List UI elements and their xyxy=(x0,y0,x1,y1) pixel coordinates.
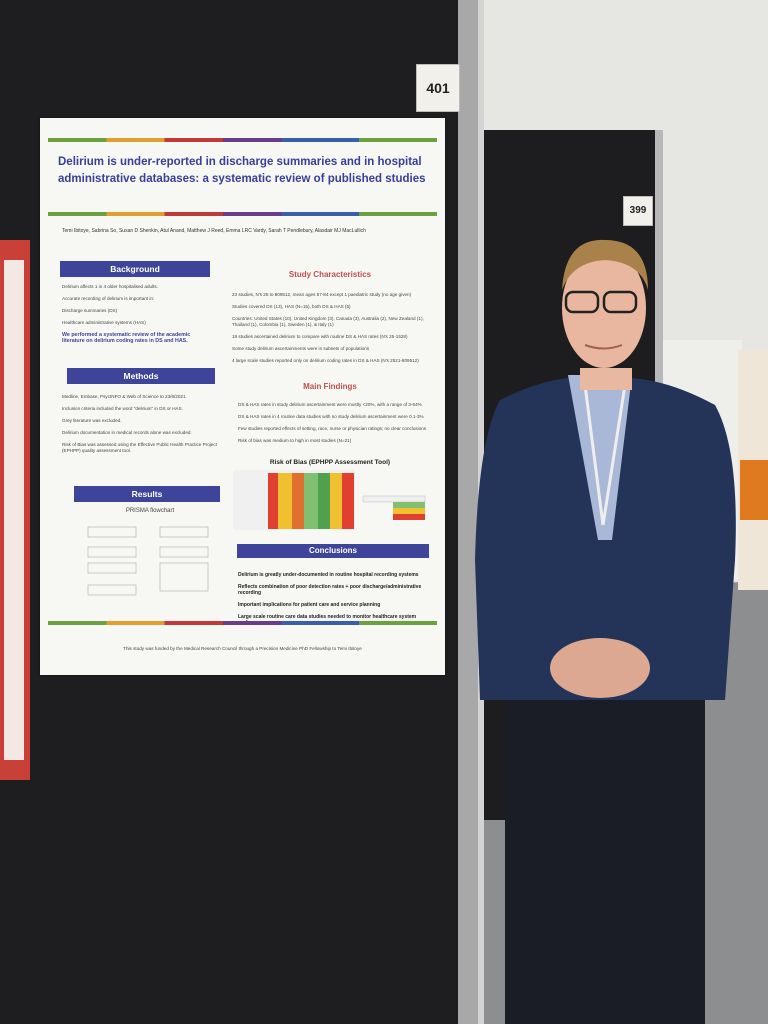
glasses xyxy=(602,290,638,314)
text: 4 large scale studies reported only on d… xyxy=(232,358,419,363)
section-text: Medline, Embase, PsycINFO & Web of Scien… xyxy=(62,394,217,460)
text: Healthcare administrative systems (HAS) xyxy=(62,320,146,325)
text: Few studies reported effects of setting,… xyxy=(238,426,427,431)
section-text: DS & HAS rates in study delirium ascerta… xyxy=(238,402,438,450)
section-heading: Methods xyxy=(67,368,215,384)
text: Delirium is greatly under-documented in … xyxy=(238,572,419,578)
stripe xyxy=(48,212,437,216)
text: Reflects combination of poor detection r… xyxy=(238,584,422,596)
section-heading: Study Characteristics xyxy=(288,270,372,279)
text: Grey literature was excluded. xyxy=(62,418,122,423)
glasses xyxy=(564,290,600,314)
board-number: 399 xyxy=(623,196,653,226)
section-heading: Background xyxy=(60,261,210,277)
text: 23 studies, N's 25 to 809512, mean ages … xyxy=(232,292,412,297)
text: Some study delirium ascertainments were … xyxy=(232,346,370,351)
section-text: Delirium affects 1 in 4 older hospitalis… xyxy=(62,284,212,350)
board-number: 401 xyxy=(416,64,460,112)
text: Risk of Bias was assessed using the Effe… xyxy=(62,442,217,453)
section-heading: Main Findings xyxy=(303,382,357,391)
section-heading: Results xyxy=(74,486,220,502)
text: 19 studies ascertained delirium to compa… xyxy=(232,334,408,339)
hands xyxy=(550,638,650,698)
section-heading: Conclusions xyxy=(237,544,429,558)
text: Important implications for patient care … xyxy=(238,602,381,608)
pole xyxy=(458,0,480,1024)
text: Studies covered DS (13), HAS (N=15), bot… xyxy=(232,304,351,309)
risk-of-bias-table xyxy=(233,470,426,530)
stripe xyxy=(48,138,437,142)
neck xyxy=(580,368,632,390)
authors: Temi Ibitoye, Sabrina So, Susan D Shenki… xyxy=(62,228,366,234)
trousers xyxy=(505,690,705,1024)
side-poster-inner xyxy=(4,260,24,760)
poster: Delirium is under-reported in discharge … xyxy=(40,118,445,675)
person xyxy=(475,239,736,1024)
banner-stripe xyxy=(740,460,768,520)
text: Risk of bias was medium to high in most … xyxy=(238,438,352,443)
shirt xyxy=(568,375,632,540)
text: DS & HAS rates in 4 routine data studies… xyxy=(238,414,424,419)
hair xyxy=(562,239,648,290)
stripe xyxy=(48,621,437,625)
text: Countries: United States (10), United Ki… xyxy=(232,316,424,327)
text: DS & HAS rates in study delirium ascerta… xyxy=(238,402,422,407)
text: Delirium affects 1 in 4 older hospitalis… xyxy=(62,284,158,289)
prisma-flowchart xyxy=(87,526,209,596)
text: Discharge summaries (DS) xyxy=(62,308,118,313)
text: Inclusion criteria included the word "de… xyxy=(62,406,183,411)
text: We performed a systematic review of the … xyxy=(62,332,191,344)
subheading: PRISMA flowchart xyxy=(125,508,175,514)
lanyard xyxy=(601,384,627,526)
text: Medline, Embase, PsycINFO & Web of Scien… xyxy=(62,394,187,399)
mouth xyxy=(584,344,623,350)
text: Delirium documentation in medical record… xyxy=(62,430,192,435)
poster-title: Delirium is under-reported in discharge … xyxy=(58,156,426,185)
section-heading: Risk of Bias (EPHPP Assessment Tool) xyxy=(269,459,391,466)
footer: This study was funded by the Medical Res… xyxy=(123,646,362,651)
text: Accurate recording of delirium is import… xyxy=(62,296,155,301)
lanyard xyxy=(583,384,605,526)
section-text: 23 studies, N's 25 to 809512, mean ages … xyxy=(232,292,437,370)
